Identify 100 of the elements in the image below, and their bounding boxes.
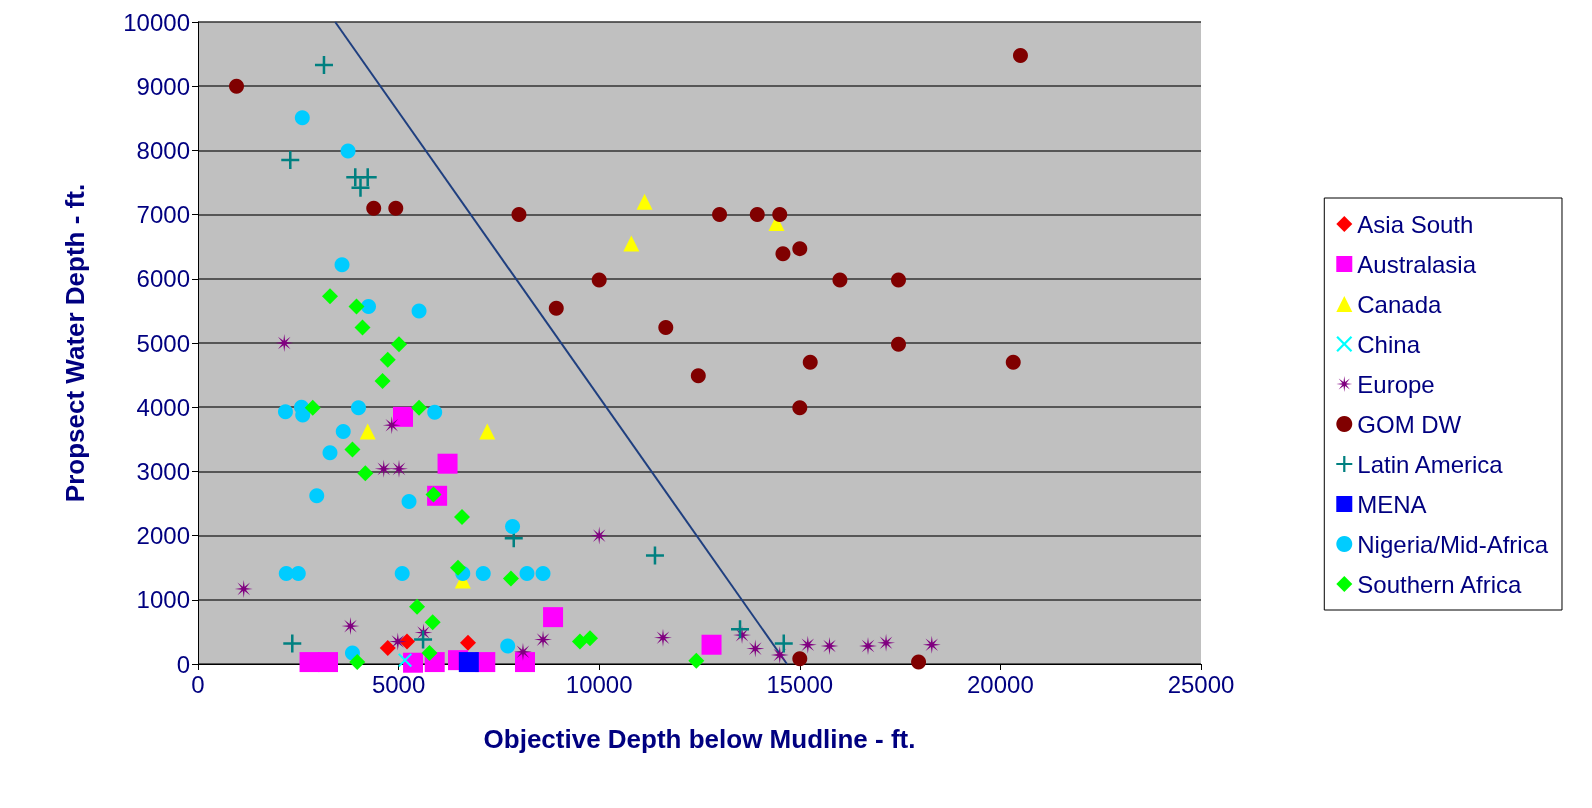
point bbox=[388, 632, 407, 651]
point bbox=[911, 654, 927, 670]
y-tick-label: 1000 bbox=[136, 586, 190, 614]
point bbox=[348, 298, 365, 315]
legend-label: GOM DW bbox=[1357, 410, 1462, 438]
point bbox=[511, 207, 527, 223]
point bbox=[645, 546, 664, 565]
point bbox=[792, 400, 808, 416]
point bbox=[411, 303, 427, 319]
point bbox=[458, 652, 479, 673]
point bbox=[500, 638, 516, 654]
point bbox=[374, 372, 391, 389]
point bbox=[281, 151, 300, 170]
point bbox=[321, 288, 338, 305]
y-tick-label: 2000 bbox=[136, 522, 190, 550]
point bbox=[391, 336, 407, 353]
point bbox=[379, 639, 396, 656]
point bbox=[317, 652, 338, 673]
point bbox=[581, 630, 598, 647]
point bbox=[591, 272, 607, 288]
point bbox=[421, 645, 438, 662]
point bbox=[891, 272, 906, 288]
legend-label: Asia South bbox=[1357, 210, 1474, 238]
point bbox=[792, 651, 808, 667]
point bbox=[334, 257, 350, 273]
point bbox=[409, 598, 426, 615]
point bbox=[1005, 354, 1021, 370]
point bbox=[688, 652, 705, 669]
point bbox=[349, 654, 366, 671]
point bbox=[290, 565, 306, 581]
point bbox=[388, 200, 404, 216]
x-tick-label: 5000 bbox=[371, 670, 426, 698]
point bbox=[701, 634, 722, 655]
point bbox=[437, 453, 458, 474]
point bbox=[340, 143, 356, 159]
point bbox=[379, 351, 396, 368]
point bbox=[623, 235, 640, 252]
point bbox=[299, 652, 320, 673]
point bbox=[453, 508, 470, 525]
legend-label: MENA bbox=[1357, 490, 1427, 518]
point bbox=[1012, 47, 1028, 63]
y-axis-title: Propsect Water Depth - ft. bbox=[60, 183, 90, 503]
point bbox=[344, 441, 361, 458]
legend-label: Latin America bbox=[1357, 450, 1504, 478]
legend-label: Europe bbox=[1357, 370, 1435, 398]
point bbox=[374, 459, 393, 478]
point bbox=[351, 178, 370, 197]
point bbox=[775, 246, 791, 262]
y-tick-label: 9000 bbox=[136, 72, 190, 100]
point bbox=[414, 630, 433, 649]
point bbox=[548, 300, 564, 316]
point bbox=[449, 559, 466, 576]
point bbox=[891, 336, 906, 352]
y-tick-label: 0 bbox=[176, 650, 190, 678]
y-tick-label: 5000 bbox=[136, 329, 190, 357]
point bbox=[543, 607, 564, 628]
point bbox=[774, 634, 793, 653]
point bbox=[502, 570, 519, 587]
point bbox=[361, 298, 377, 314]
x-axis-title: Objective Depth below Mudline - ft. bbox=[483, 724, 916, 754]
point bbox=[749, 207, 765, 223]
point bbox=[514, 652, 535, 673]
y-tick-label: 4000 bbox=[136, 393, 190, 421]
legend-label: Nigeria/Mid-Africa bbox=[1357, 530, 1549, 558]
point bbox=[519, 565, 535, 581]
point bbox=[341, 617, 360, 636]
x-tick-label: 10000 bbox=[565, 670, 633, 698]
point bbox=[283, 634, 302, 653]
point bbox=[731, 620, 750, 639]
point bbox=[690, 368, 706, 384]
point bbox=[772, 207, 788, 223]
point bbox=[354, 319, 371, 336]
point bbox=[322, 445, 338, 461]
point bbox=[401, 494, 417, 510]
point bbox=[427, 404, 443, 420]
point bbox=[335, 424, 351, 440]
point bbox=[746, 639, 765, 658]
point bbox=[357, 465, 374, 482]
point bbox=[398, 653, 413, 668]
point bbox=[358, 168, 377, 187]
y-tick-label: 6000 bbox=[136, 265, 190, 293]
legend-label: Southern Africa bbox=[1357, 570, 1523, 598]
point bbox=[394, 565, 410, 581]
point bbox=[425, 486, 442, 503]
point bbox=[479, 423, 496, 440]
point bbox=[792, 241, 808, 257]
point bbox=[424, 614, 441, 631]
point bbox=[309, 488, 325, 504]
legend-label: Canada bbox=[1357, 290, 1443, 318]
point bbox=[658, 320, 674, 336]
point bbox=[802, 354, 818, 370]
point bbox=[832, 272, 848, 288]
y-tick-label: 3000 bbox=[136, 457, 190, 485]
point bbox=[505, 519, 521, 535]
x-tick-label: 25000 bbox=[1167, 670, 1235, 698]
point bbox=[712, 207, 728, 223]
y-tick-label: 10000 bbox=[123, 8, 190, 36]
point bbox=[351, 400, 366, 416]
y-tick-label: 8000 bbox=[136, 136, 190, 164]
point bbox=[393, 406, 414, 427]
